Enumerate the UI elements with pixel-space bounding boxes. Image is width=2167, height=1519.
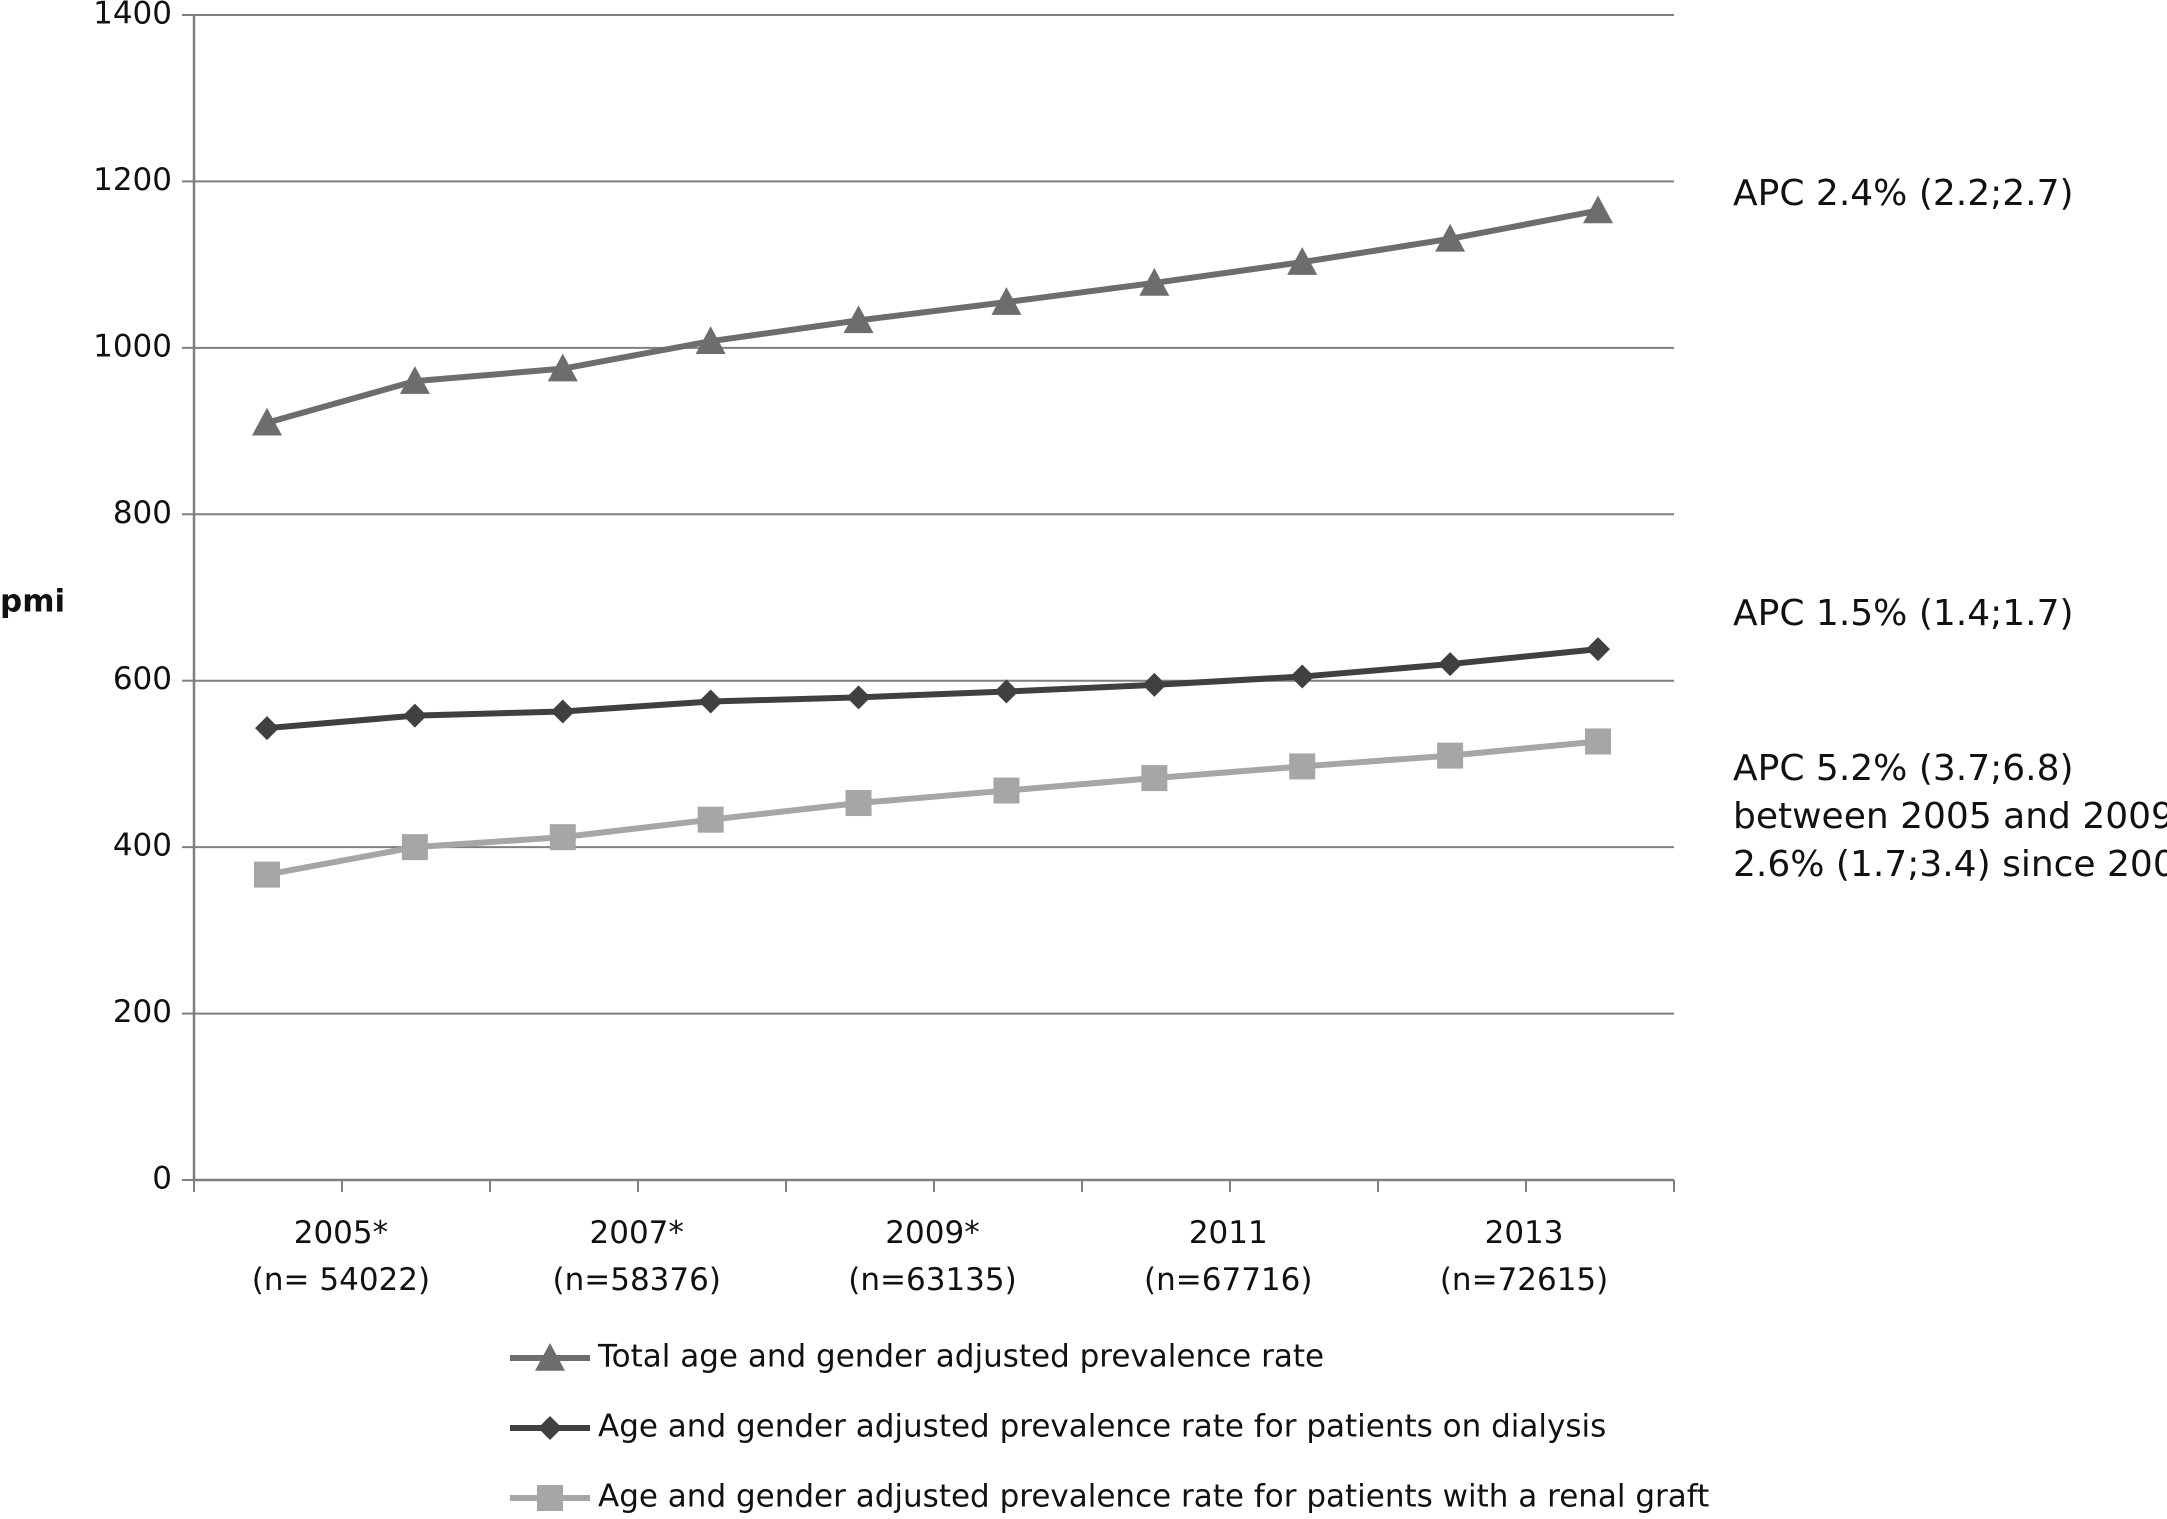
- y-tick-label: 400: [113, 828, 172, 864]
- data-point: [1437, 742, 1464, 769]
- data-point: [845, 790, 872, 817]
- apc-annotation-line: APC 5.2% (3.7;6.8): [1733, 748, 2074, 789]
- data-point: [402, 703, 427, 728]
- data-point: [1585, 728, 1611, 755]
- data-point: [991, 287, 1022, 315]
- apc-annotation-line: 2.6% (1.7;3.4) since 2009: [1733, 844, 2167, 885]
- x-tick-sublabel: (n=67716): [1144, 1262, 1312, 1298]
- legend-label: Age and gender adjusted prevalence rate …: [598, 1409, 1606, 1445]
- y-tick-label: 200: [113, 994, 172, 1030]
- apc-annotation-line: between 2005 and 2009: [1733, 796, 2167, 837]
- x-tick-label: 2013: [1485, 1215, 1564, 1251]
- data-point: [1583, 195, 1613, 224]
- data-point: [1141, 765, 1168, 792]
- x-tick-label: 2009*: [885, 1215, 979, 1251]
- y-tick-label: 600: [113, 661, 172, 697]
- data-point: [843, 305, 874, 334]
- y-tick-label: 1200: [93, 162, 172, 198]
- axes: 0 200 400 600 800 1000 1200 1400 2005* (n= 54022)…: [93, 0, 1675, 1298]
- data-point: [1287, 247, 1318, 275]
- data-point: [1435, 223, 1466, 252]
- data-point: [1289, 753, 1316, 780]
- data-point: [254, 861, 280, 888]
- data-point: [401, 834, 428, 861]
- x-tick-sublabel: (n= 54022): [252, 1262, 430, 1298]
- y-tick-label: 800: [113, 495, 172, 531]
- data-point: [993, 777, 1020, 804]
- y-tick-label: 1000: [93, 328, 172, 364]
- data-point: [846, 685, 871, 710]
- data-point: [698, 689, 723, 714]
- gridlines: [194, 14, 1674, 1015]
- data-point: [695, 326, 726, 354]
- series-lines: [252, 195, 1613, 888]
- legend-swatch-marker: [538, 1416, 562, 1440]
- data-point: [547, 353, 578, 382]
- y-axis-label: pmi: [0, 584, 65, 620]
- data-point: [1586, 637, 1610, 662]
- data-point: [255, 716, 279, 741]
- series-line: [266, 646, 1599, 732]
- legend: Total age and gender adjusted prevalence…: [510, 1339, 1709, 1515]
- legend-label: Total age and gender adjusted prevalence…: [597, 1339, 1324, 1375]
- y-tick-label: 0: [152, 1161, 172, 1197]
- apc-annotation-line: APC 1.5% (1.4;1.7): [1733, 593, 2074, 634]
- legend-swatch-marker: [535, 1343, 565, 1371]
- x-tick-sublabel: (n=72615): [1440, 1262, 1608, 1298]
- data-point: [1142, 672, 1167, 697]
- series-diamond: [255, 637, 1610, 741]
- x-tick-sublabel: (n=58376): [553, 1262, 721, 1298]
- apc-annotation-line: APC 2.4% (2.2;2.7): [1733, 173, 2074, 214]
- data-point: [1290, 664, 1315, 689]
- x-tick-label: 2011: [1189, 1215, 1268, 1251]
- legend-swatch-marker: [537, 1485, 563, 1511]
- x-tick-label: 2005*: [294, 1215, 388, 1251]
- data-point: [399, 366, 430, 394]
- legend-label: Age and gender adjusted prevalence rate …: [598, 1479, 1709, 1515]
- x-tick-label: 2007*: [590, 1215, 684, 1251]
- series-triangle: [252, 195, 1613, 436]
- data-point: [697, 806, 724, 833]
- x-tick-sublabel: (n=63135): [848, 1262, 1016, 1298]
- data-point: [549, 824, 576, 851]
- data-point: [1438, 652, 1463, 677]
- data-point: [1139, 267, 1170, 296]
- y-tick-label: 1400: [93, 0, 172, 32]
- data-point: [994, 679, 1019, 704]
- data-point: [252, 407, 282, 436]
- apc-annotations: APC 2.4% (2.2;2.7) APC 1.5% (1.4;1.7) APC …: [1733, 173, 2167, 885]
- series-square: [254, 728, 1611, 888]
- series-line: [266, 207, 1599, 426]
- series-line: [266, 738, 1599, 878]
- data-point: [550, 699, 575, 724]
